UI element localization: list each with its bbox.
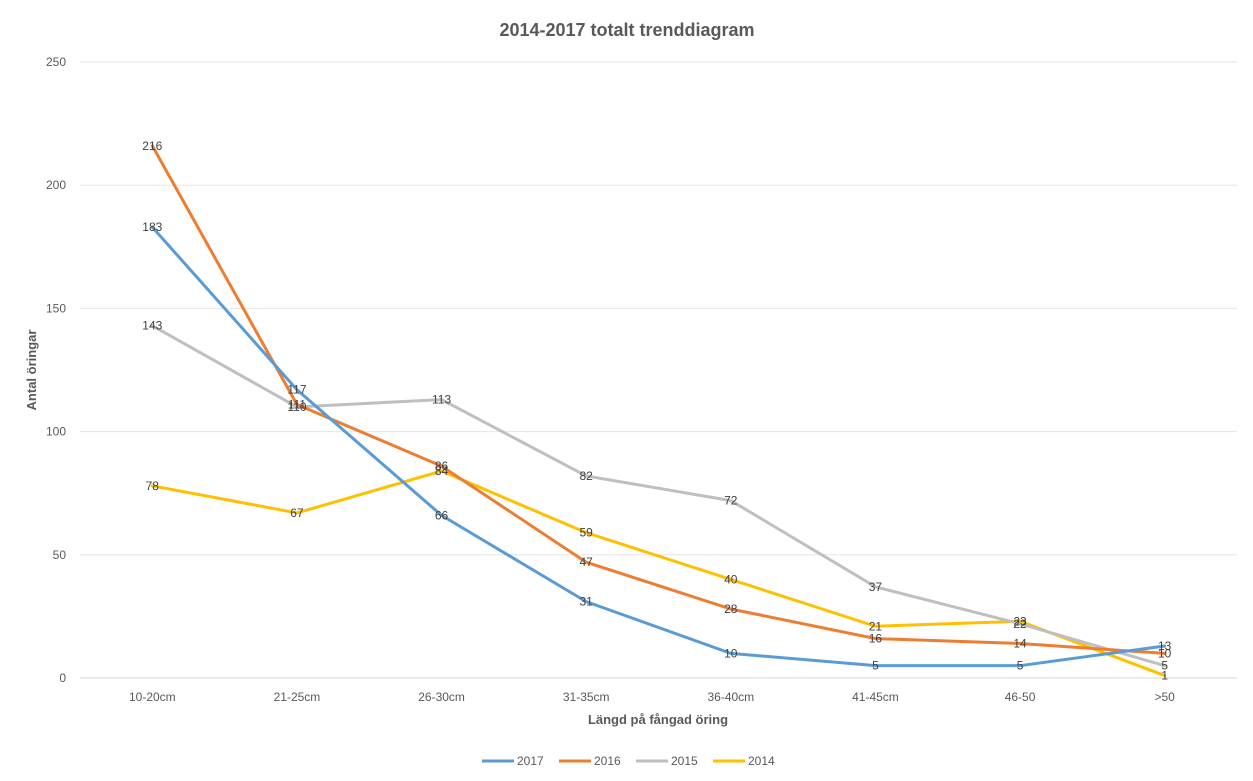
gridlines <box>80 61 1237 679</box>
data-label: 14 <box>1013 637 1027 651</box>
data-label: 21 <box>869 619 883 633</box>
data-label: 5 <box>872 659 879 673</box>
data-label: 143 <box>142 319 162 333</box>
data-label: 72 <box>724 494 738 508</box>
data-label: 113 <box>432 393 451 407</box>
y-tick-label: 200 <box>46 178 66 192</box>
x-axis-ticks: 10-20cm 21-25cm 26-30cm 31-35cm 36-40cm 41-45… <box>129 690 1175 704</box>
data-label: 110 <box>287 400 306 414</box>
series-line-2014 <box>150 469 1167 678</box>
data-label: 10 <box>724 646 738 660</box>
y-tick-label: 100 <box>46 425 66 439</box>
data-label: 5 <box>1017 659 1024 673</box>
x-tick-label: 21-25cm <box>274 690 321 704</box>
data-label: 59 <box>580 526 594 540</box>
legend-label: 2014 <box>748 754 775 768</box>
series-line-2015 <box>150 324 1167 668</box>
data-label: 1 <box>1161 669 1168 683</box>
data-label: 16 <box>869 632 883 646</box>
data-label: 66 <box>435 508 449 522</box>
data-label: 13 <box>1158 639 1172 653</box>
data-label: 31 <box>580 595 594 609</box>
data-label: 183 <box>142 220 162 234</box>
y-axis-title: Antal öringar <box>24 330 39 411</box>
data-label: 86 <box>435 459 449 473</box>
legend-label: 2015 <box>671 754 698 768</box>
y-tick-label: 150 <box>46 301 66 315</box>
series-line-2017 <box>150 225 1167 668</box>
x-tick-label: 10-20cm <box>129 690 176 704</box>
data-label: 23 <box>1013 614 1027 628</box>
x-tick-label: >50 <box>1155 690 1176 704</box>
data-label: 37 <box>869 580 883 594</box>
data-label: 28 <box>724 602 738 616</box>
legend-label: 2017 <box>517 754 544 768</box>
data-label: 47 <box>580 555 594 569</box>
x-tick-label: 36-40cm <box>707 690 754 704</box>
x-tick-label: 46-50 <box>1005 690 1036 704</box>
x-tick-label: 31-35cm <box>563 690 610 704</box>
data-label: 84 <box>435 464 449 478</box>
y-tick-label: 0 <box>59 671 66 685</box>
x-tick-label: 41-45cm <box>852 690 899 704</box>
chart-title: 2014-2017 totalt trenddiagram <box>499 20 754 40</box>
data-label: 78 <box>146 479 160 493</box>
data-label: 82 <box>580 469 594 483</box>
legend: 2017 2016 2015 2014 <box>482 754 775 768</box>
data-label: 111 <box>288 397 307 411</box>
series-line-2016 <box>150 144 1167 655</box>
data-label: 67 <box>290 506 304 520</box>
y-tick-label: 250 <box>46 55 66 69</box>
series-lines <box>150 144 1167 678</box>
data-label: 5 <box>1161 659 1168 673</box>
data-label: 22 <box>1013 617 1027 631</box>
data-label: 117 <box>287 383 306 397</box>
x-axis-title: Längd på fångad öring <box>588 712 728 727</box>
x-tick-label: 26-30cm <box>418 690 465 704</box>
y-tick-label: 50 <box>53 548 67 562</box>
data-label: 40 <box>724 572 738 586</box>
data-label: 216 <box>142 139 162 153</box>
data-label: 10 <box>1158 646 1172 660</box>
legend-label: 2016 <box>594 754 621 768</box>
y-axis-ticks: 0 50 100 150 200 250 <box>46 55 66 685</box>
